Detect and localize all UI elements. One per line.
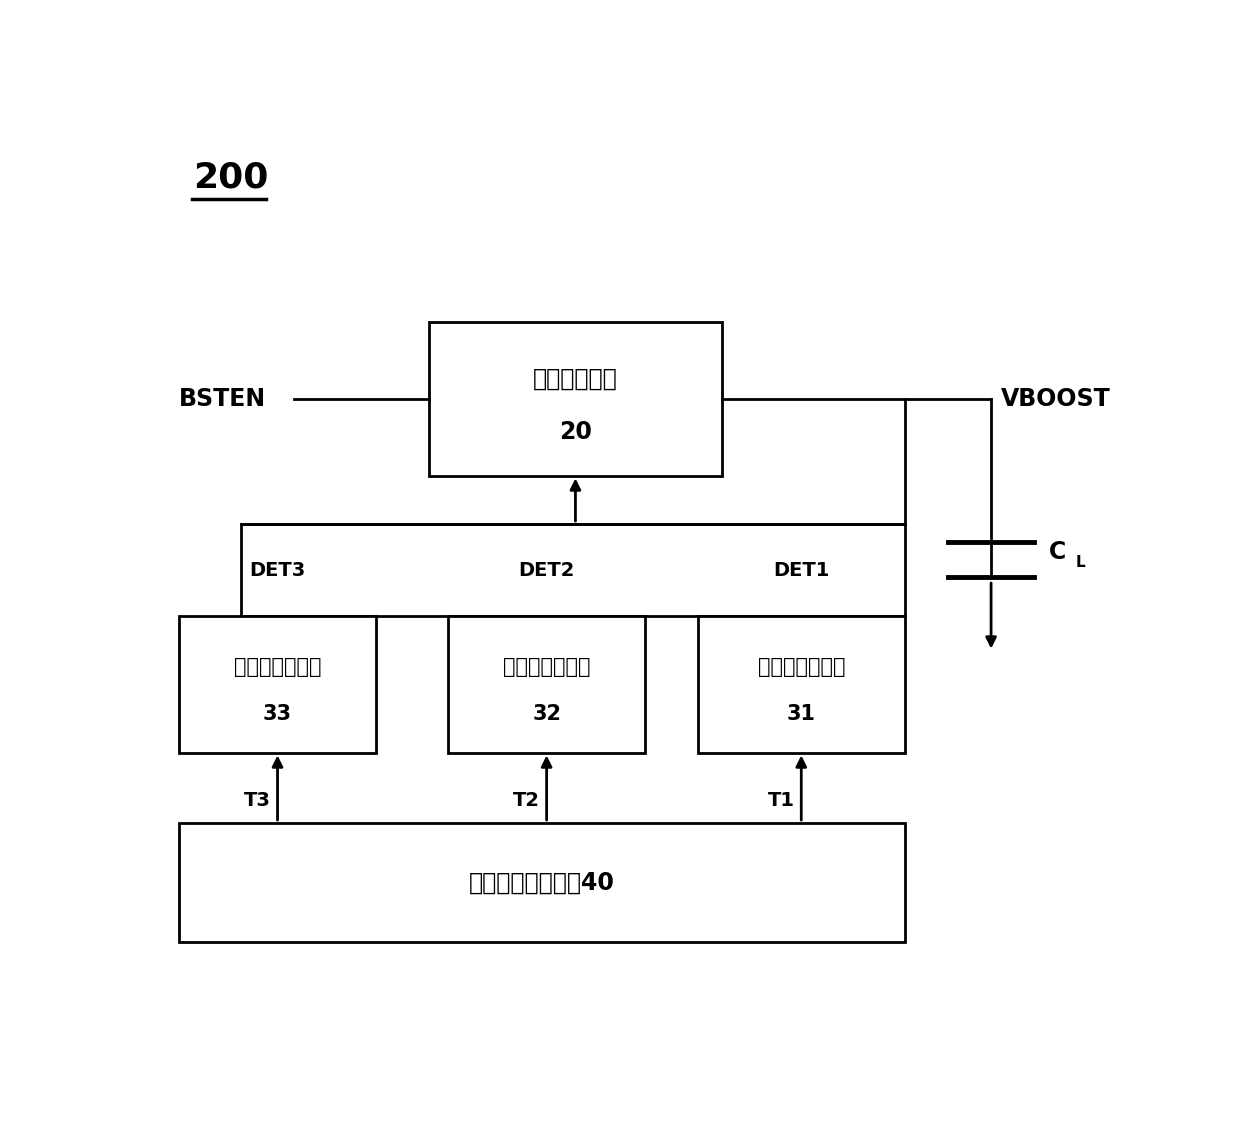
Text: VBOOST: VBOOST [1001, 387, 1111, 411]
Text: 33: 33 [263, 705, 293, 724]
Bar [242, 524, 904, 617]
Text: T3: T3 [244, 791, 270, 811]
Text: BSTEN: BSTEN [179, 387, 267, 411]
Bar [448, 617, 645, 753]
Text: C: C [1049, 540, 1066, 564]
Text: 32: 32 [532, 705, 562, 724]
Text: DET1: DET1 [773, 561, 830, 580]
Text: L: L [1075, 555, 1085, 570]
Text: DET3: DET3 [249, 561, 305, 580]
Bar [698, 617, 904, 753]
Text: 并行升压单元: 并行升压单元 [533, 367, 618, 391]
Text: DET2: DET2 [518, 561, 575, 580]
Text: 200: 200 [193, 160, 269, 194]
Text: 20: 20 [559, 420, 591, 444]
Text: 第一电压检测器: 第一电压检测器 [758, 657, 844, 677]
Text: 时序信号产生电路40: 时序信号产生电路40 [469, 870, 615, 894]
Text: 第三电压检测器: 第三电压检测器 [234, 657, 321, 677]
Text: 第二电压检测器: 第二电压检测器 [503, 657, 590, 677]
Bar [179, 823, 904, 942]
Text: T1: T1 [768, 791, 795, 811]
Text: T2: T2 [513, 791, 539, 811]
Bar [429, 322, 722, 475]
Text: 31: 31 [786, 705, 816, 724]
Bar [179, 617, 376, 753]
